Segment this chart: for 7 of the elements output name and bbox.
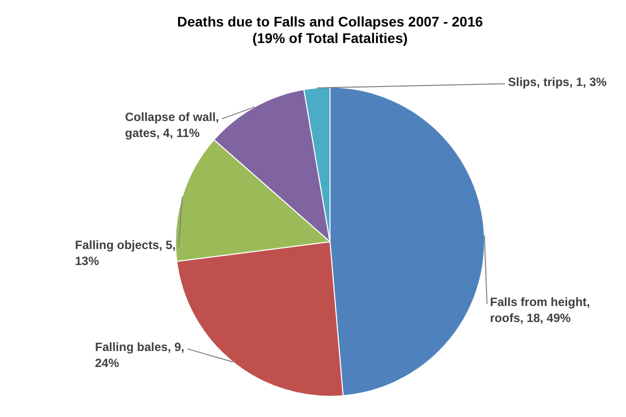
- chart-title: Deaths due to Falls and Collapses 2007 - 2016: [177, 13, 484, 30]
- slice-label: Falls from height, roofs, 18, 49%: [490, 295, 590, 326]
- chart-subtitle: (19% of Total Fatalities): [252, 30, 408, 46]
- slice-label: Slips, trips, 1, 3%: [508, 75, 608, 90]
- slice-label: Falling objects, 5, 13%: [75, 238, 176, 268]
- slice-label: Collapse of wall, gates, 4, 11%: [125, 110, 220, 140]
- slice-label: Falling bales, 9, 24%: [95, 340, 184, 370]
